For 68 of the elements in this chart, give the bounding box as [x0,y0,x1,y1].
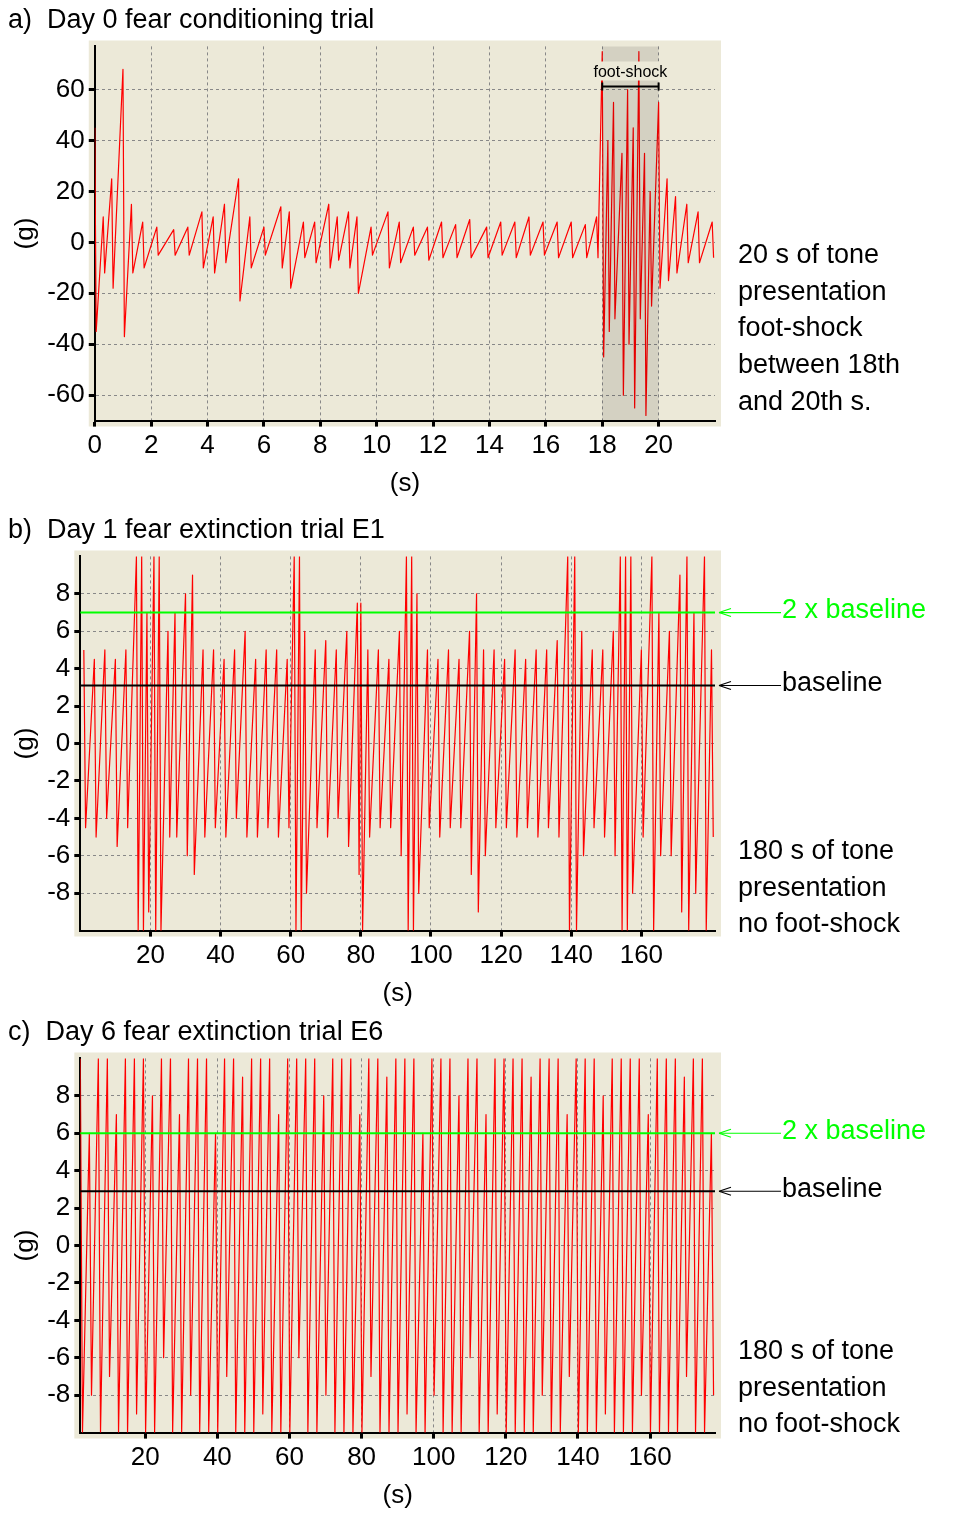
y-tick-label: 6 [55,1116,71,1147]
y-tick-label: 2 [55,689,71,720]
y-tick-label: -2 [47,1266,71,1297]
x-tick-label: 80 [346,939,376,970]
y-tick-label: 6 [55,614,71,645]
y-tick-label: 0 [55,726,71,757]
x-tick-label: 6 [256,429,272,460]
y-tick-label: 8 [55,1078,71,1109]
y-axis-title: (g) [8,217,39,250]
y-tick-label: 40 [55,123,85,154]
y-tick-label: -8 [47,876,71,907]
y-tick-label: 0 [70,225,85,256]
x-tick-label: 140 [549,939,593,970]
x-tick-label: 140 [556,1441,600,1472]
ref-line-label: baseline [782,1172,883,1203]
x-tick-label: 4 [200,429,215,460]
band-label: foot-shock [593,62,669,80]
chart-title: c) Day 6 fear extinction trial E6 [8,1015,384,1046]
x-axis-title: (s) [382,976,413,1007]
x-tick-label: 10 [362,429,392,460]
x-axis-title: (s) [382,1478,413,1509]
text: 20 s of tone presentation foot-shock between 18th and 20th s. [738,238,902,418]
y-tick-label: -20 [47,276,85,307]
y-tick-label: -4 [47,801,71,832]
x-tick-label: 120 [484,1441,528,1472]
y-axis-title: (g) [8,1229,39,1262]
x-tick-label: 60 [276,939,306,970]
y-tick-label: 8 [55,576,71,607]
ref-line-label: baseline [782,666,883,697]
x-tick-label: 20 [135,939,165,970]
x-tick-label: 160 [628,1441,672,1472]
x-tick-label: 14 [475,429,504,460]
x-tick-label: 20 [130,1441,160,1472]
x-axis-title: (s) [389,466,421,497]
y-tick-label: 0 [55,1228,71,1259]
y-tick-label: 20 [55,174,85,205]
x-tick-label: 160 [619,939,664,970]
y-tick-label: -60 [47,378,85,409]
y-axis-title: (g) [8,727,39,760]
y-tick-label: -4 [47,1303,71,1334]
text: 180 s of tone presentation no foot-shock [738,834,902,941]
chart-title: a) Day 0 fear conditioning trial [8,3,375,34]
x-tick-label: 80 [347,1441,377,1472]
y-tick-label: 4 [55,1153,71,1184]
y-tick-label: -6 [47,838,71,869]
x-tick-label: 16 [531,429,561,460]
x-tick-label: 18 [587,429,617,460]
chart-title: b) Day 1 fear extinction trial E1 [8,513,385,544]
x-tick-label: 40 [206,939,236,970]
x-tick-label: 20 [644,429,674,460]
y-tick-label: -40 [47,327,85,358]
x-tick-label: 120 [479,939,523,970]
x-tick-label: 40 [202,1441,232,1472]
ref-line-label: 2 x baseline [782,1114,927,1145]
y-tick-label: -6 [47,1340,71,1371]
y-tick-label: 60 [55,72,85,103]
x-tick-label: 60 [275,1441,304,1472]
y-tick-label: -2 [47,764,71,795]
ref-line-label: 2 x baseline [782,593,927,624]
y-tick-label: -8 [47,1378,71,1409]
y-tick-label: 2 [55,1191,71,1222]
x-tick-label: 8 [313,429,328,460]
x-tick-label: 2 [143,429,159,460]
x-tick-label: 100 [409,939,453,970]
y-tick-label: 4 [55,651,71,682]
text: 180 s of tone presentation no foot-shock [738,1334,902,1441]
x-tick-label: 12 [418,429,448,460]
x-tick-label: 100 [412,1441,456,1472]
